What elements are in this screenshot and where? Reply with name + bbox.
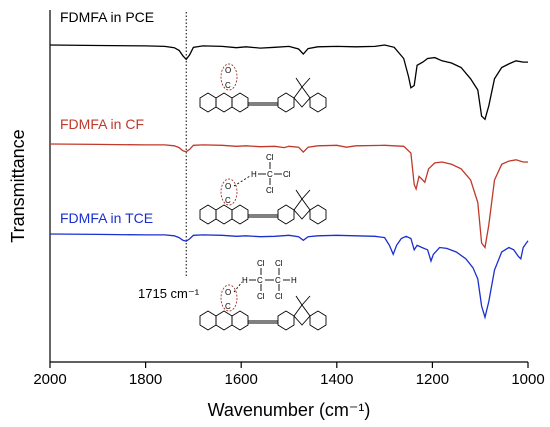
- carbon-atom: C: [225, 196, 231, 205]
- structure-fdmfa-cf: O C H C Cl Cl Cl: [199, 153, 327, 225]
- chlorine-atom: Cl: [275, 292, 283, 301]
- carbon-atom: C: [225, 302, 231, 311]
- x-tick-label: 1000: [511, 371, 544, 388]
- chlorine-atom: Cl: [266, 186, 274, 195]
- x-tick-label: 2000: [33, 371, 66, 388]
- carbon-atom: C: [225, 81, 231, 90]
- carbonyl-highlight: [220, 63, 238, 91]
- series-label-cf: FDMFA in CF: [60, 116, 144, 132]
- series-line-1: [49, 44, 528, 121]
- series-label-pce: FDMFA in PCE: [60, 9, 154, 25]
- oxygen-atom: O: [225, 288, 231, 297]
- structure-fdmfa-pce: O C: [199, 63, 327, 113]
- series-label-tce: FDMFA in TCE: [60, 210, 153, 226]
- hydrogen-atom: H: [242, 276, 248, 285]
- spectra-series: [49, 44, 529, 320]
- chlorine-atom: Cl: [266, 153, 274, 162]
- series-line-3: [49, 233, 529, 320]
- chlorine-atom: Cl: [257, 259, 265, 268]
- oxygen-atom: O: [225, 66, 231, 75]
- plot-frame: [49, 10, 528, 363]
- x-tick-label: 1400: [320, 371, 353, 388]
- hydrogen-atom: H: [251, 170, 257, 179]
- carbon-atom: C: [267, 170, 273, 179]
- carbon-atom: C: [257, 276, 263, 285]
- x-tick-label: 1200: [416, 371, 449, 388]
- hydrogen-atom: H: [291, 276, 297, 285]
- chlorine-atom: Cl: [275, 259, 283, 268]
- x-axis-ticks: 2000 1800 1600 1400 1200 1000: [33, 362, 545, 388]
- chlorine-atom: Cl: [283, 170, 291, 179]
- oxygen-atom: O: [225, 182, 231, 191]
- y-axis-title: Transmittance: [8, 129, 28, 242]
- carbonyl-highlight: [220, 178, 238, 206]
- x-tick-label: 1600: [225, 371, 258, 388]
- x-axis-title: Wavenumber (cm⁻¹): [208, 400, 371, 420]
- series-line-2: [49, 143, 528, 250]
- reference-line-label: 1715 cm⁻¹: [138, 286, 200, 301]
- x-tick-label: 1800: [129, 371, 162, 388]
- structure-fdmfa-tce: O C H C Cl Cl C Cl Cl H: [199, 259, 327, 331]
- carbonyl-highlight: [220, 284, 238, 312]
- carbon-atom: C: [275, 276, 281, 285]
- chlorine-atom: Cl: [257, 292, 265, 301]
